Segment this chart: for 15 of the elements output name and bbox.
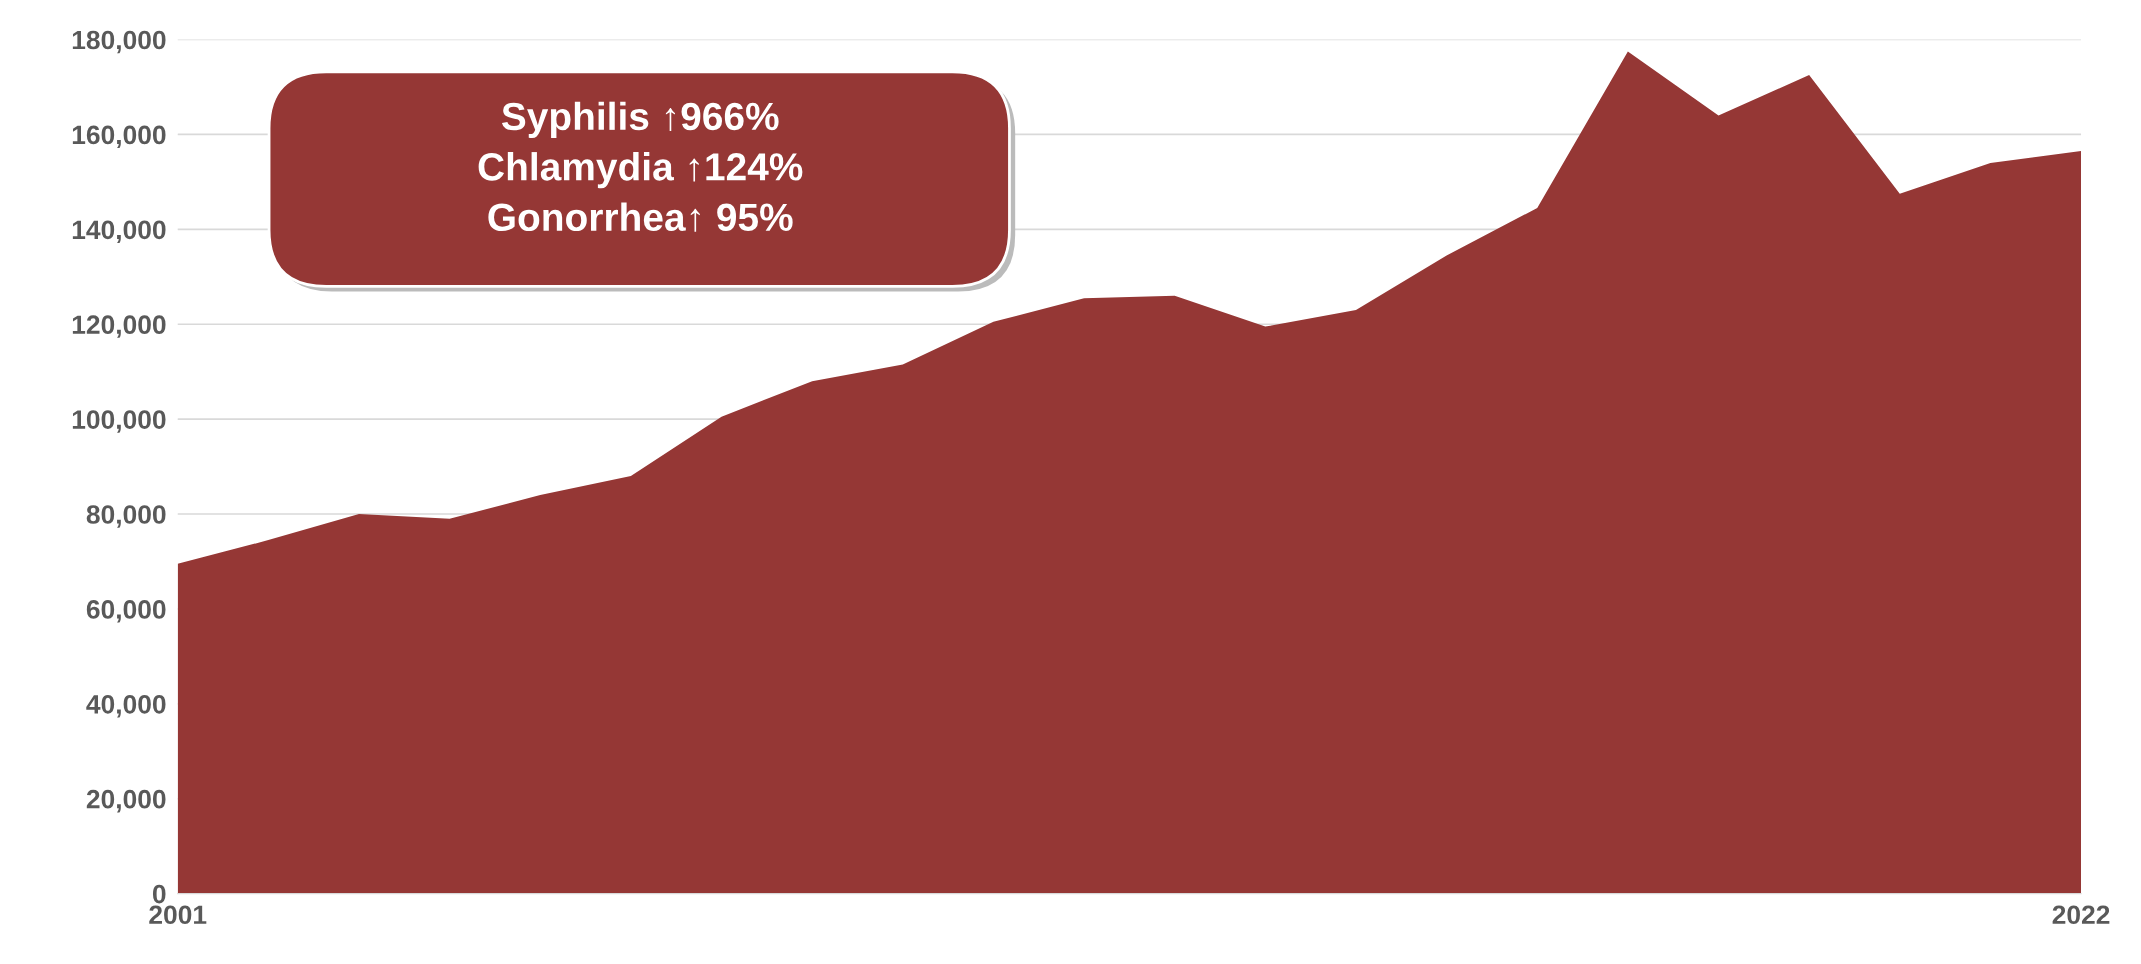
y-tick-label: 60,000 xyxy=(86,600,166,623)
x-tick-label: 2022 xyxy=(2052,905,2110,925)
y-tick-label: 40,000 xyxy=(86,694,166,718)
annotation: Chlamydia ↑124% xyxy=(478,152,803,189)
y-tick-label: 20,000 xyxy=(86,789,166,813)
y-tick-label: 0 xyxy=(152,884,166,904)
x-tick-label: 2001 xyxy=(149,905,207,925)
y-tick-label: 80,000 xyxy=(86,505,166,528)
annotation: Syphilis ↑966% xyxy=(501,101,779,138)
y-tick-label: 140,000 xyxy=(72,220,166,243)
annotation: Gonorrhea↑ 95% xyxy=(488,202,793,232)
y-tick-label: 180,000 xyxy=(72,30,166,54)
y-tick-label: 160,000 xyxy=(72,125,166,149)
y-tick-label: 100,000 xyxy=(72,410,166,433)
y-tick-label: 120,000 xyxy=(72,315,166,338)
